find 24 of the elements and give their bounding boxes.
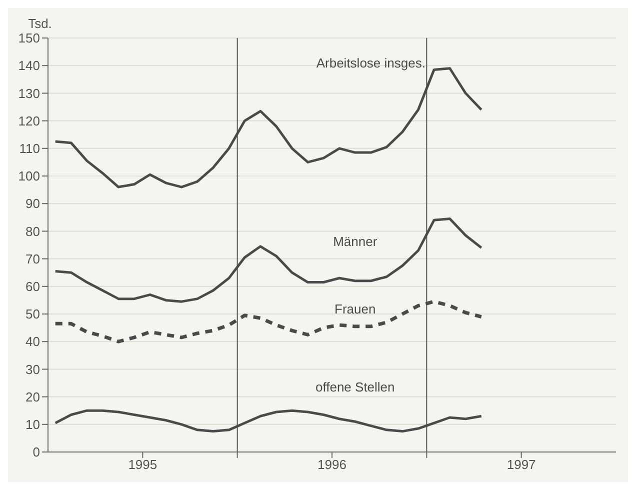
y-tick-label: 140 <box>18 58 40 74</box>
series-label: offene Stellen <box>316 380 395 395</box>
y-tick-label: 50 <box>26 306 40 322</box>
y-tick-label: 60 <box>26 279 40 294</box>
y-tick-label: 40 <box>26 334 40 350</box>
y-tick-label: 80 <box>26 224 40 239</box>
x-tick-label: 1995 <box>128 457 158 472</box>
y-tick-label: 100 <box>18 168 40 184</box>
series-label: Frauen <box>334 301 376 316</box>
y-tick-label: 110 <box>19 141 40 156</box>
y-tick-label: 130 <box>18 86 40 101</box>
y-tick-label: 20 <box>26 389 40 404</box>
y-tick-label: 0 <box>32 444 40 460</box>
y-tick-label: 70 <box>26 251 40 266</box>
y-tick-label: 150 <box>18 30 40 46</box>
x-tick-label: 1996 <box>318 457 346 472</box>
y-tick-label: 120 <box>18 113 40 128</box>
y-tick-label: 10 <box>26 417 40 432</box>
y-axis-title: Tsd. <box>28 16 52 31</box>
y-tick-label: 90 <box>26 196 40 212</box>
text: Männer <box>333 234 378 249</box>
series-label: Arbeitslose insges. <box>316 56 426 71</box>
y-tick-label: 30 <box>26 362 40 377</box>
x-tick-label: 1997 <box>506 457 536 472</box>
